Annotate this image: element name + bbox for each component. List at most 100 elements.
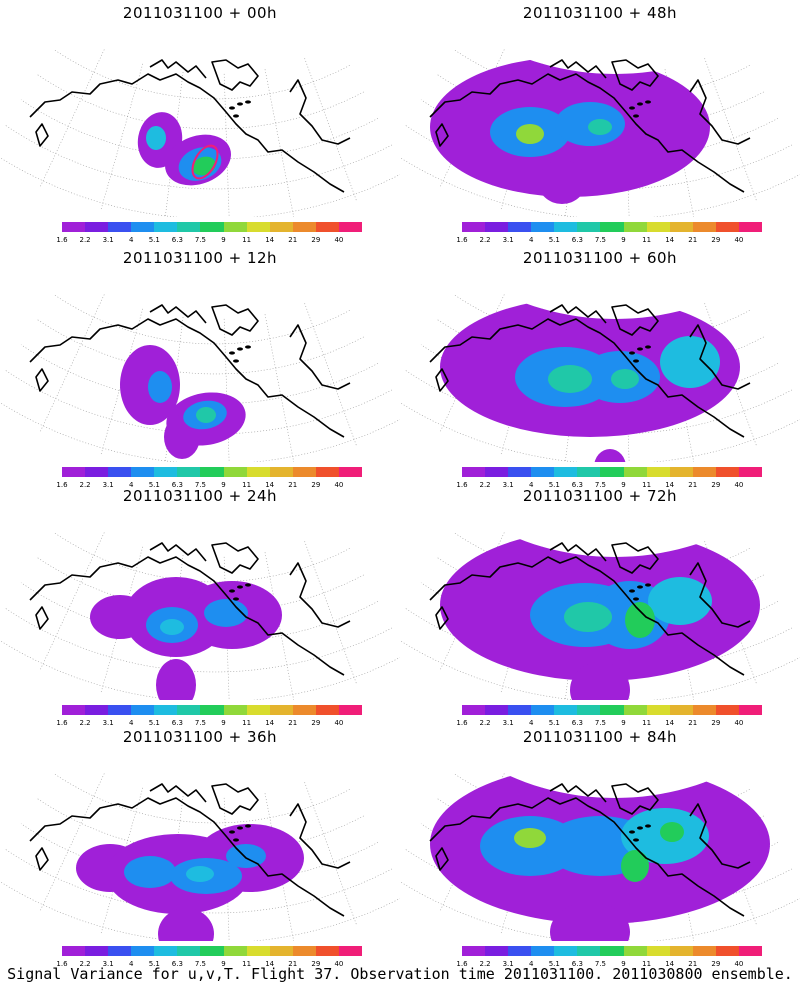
colorbar bbox=[462, 946, 763, 956]
colorbar-swatch bbox=[200, 705, 224, 715]
colorbar-swatch bbox=[646, 946, 670, 956]
colorbar-swatch bbox=[292, 946, 316, 956]
colorbar-tick-label: 2.2 bbox=[79, 481, 91, 489]
colorbar-tick-label: 1.6 bbox=[56, 719, 68, 727]
colorbar-swatch bbox=[646, 222, 670, 232]
island bbox=[237, 102, 243, 106]
colorbar-swatch bbox=[577, 946, 601, 956]
island bbox=[633, 597, 639, 601]
colorbar-swatch bbox=[62, 467, 86, 477]
colorbar-swatch bbox=[462, 705, 486, 715]
colorbar-swatch bbox=[62, 705, 86, 715]
longitude-gridline bbox=[39, 49, 105, 189]
colorbar-tick-label: 6.3 bbox=[571, 719, 583, 727]
island bbox=[645, 583, 651, 587]
colorbar-swatch bbox=[200, 222, 224, 232]
panel-title: 2011031100 + 60h bbox=[522, 249, 678, 267]
latitude-gridline bbox=[0, 157, 400, 217]
longitude-gridline bbox=[39, 532, 105, 672]
colorbar-tick-label: 9 bbox=[221, 960, 226, 968]
island bbox=[645, 824, 651, 828]
peak-contour bbox=[191, 144, 219, 180]
colorbar-tick-label: 4 bbox=[528, 719, 534, 727]
colorbar-swatch bbox=[600, 467, 624, 477]
island bbox=[233, 838, 239, 842]
coastline bbox=[689, 324, 751, 390]
coastline bbox=[549, 783, 607, 803]
coastline bbox=[35, 606, 49, 630]
island bbox=[633, 114, 639, 118]
colorbar-tick-label: 14 bbox=[665, 236, 675, 244]
colorbar-swatch bbox=[531, 705, 555, 715]
coastline bbox=[289, 324, 351, 390]
latitude-gridline bbox=[20, 344, 379, 405]
colorbar-tick-label: 4 bbox=[528, 481, 534, 489]
variance-map bbox=[400, 49, 800, 217]
colorbar-swatch bbox=[246, 705, 270, 715]
colorbar-tick-label: 40 bbox=[334, 960, 344, 968]
colorbar-tick-label: 3.1 bbox=[102, 481, 114, 489]
variance-map bbox=[400, 764, 800, 941]
longitude-gridline bbox=[304, 58, 358, 203]
colorbar-tick-label: 9 bbox=[221, 719, 226, 727]
coastline bbox=[29, 318, 345, 438]
colorbar-swatch bbox=[646, 705, 670, 715]
colorbar-swatch bbox=[338, 705, 363, 715]
colorbar-swatch bbox=[554, 705, 578, 715]
colorbar-tick-label: 40 bbox=[334, 481, 344, 489]
colorbar-tick-label: 14 bbox=[265, 236, 275, 244]
island bbox=[245, 345, 251, 349]
coastline bbox=[211, 59, 259, 91]
latitude-gridline bbox=[54, 49, 350, 100]
island bbox=[229, 106, 235, 110]
colorbar-tick-label: 14 bbox=[265, 960, 275, 968]
coastline bbox=[149, 542, 207, 562]
colorbar-tick-label: 11 bbox=[642, 236, 652, 244]
colorbar-tick-label: 29 bbox=[711, 236, 721, 244]
variance-map bbox=[0, 49, 400, 217]
colorbar-tick-label: 21 bbox=[288, 719, 298, 727]
coastline bbox=[211, 304, 259, 336]
colorbar-swatch bbox=[600, 946, 624, 956]
colorbar-tick-label: 7.5 bbox=[594, 719, 607, 727]
latitude-gridline bbox=[0, 402, 400, 462]
latitude-gridline bbox=[4, 124, 393, 190]
coastline bbox=[149, 59, 207, 79]
colorbar-swatch bbox=[738, 222, 763, 232]
colorbar-tick-label: 1.6 bbox=[456, 960, 468, 968]
island bbox=[637, 347, 643, 351]
variance-map bbox=[0, 532, 400, 700]
colorbar-swatch bbox=[108, 467, 132, 477]
colorbar-tick-label: 1.6 bbox=[456, 481, 468, 489]
colorbar-tick-label: 4 bbox=[128, 236, 134, 244]
colorbar bbox=[62, 222, 363, 232]
longitude-gridline bbox=[304, 303, 358, 448]
variance-contour bbox=[588, 119, 612, 135]
island bbox=[637, 102, 643, 106]
latitude-gridline bbox=[400, 157, 800, 217]
coastline bbox=[549, 542, 607, 562]
colorbar-swatch bbox=[177, 946, 201, 956]
colorbar-tick-label: 9 bbox=[621, 719, 626, 727]
colorbar-tick-label: 29 bbox=[311, 960, 321, 968]
colorbar-swatch bbox=[715, 705, 739, 715]
colorbar-tick-label: 6.3 bbox=[171, 960, 183, 968]
colorbar-ticks: 1.6 2.2 3.1 4 5.1 6.3 7.5 9 11 14 21 29 40 bbox=[56, 236, 362, 246]
colorbar-tick-label: 29 bbox=[311, 481, 321, 489]
latitude-gridline bbox=[37, 74, 364, 130]
colorbar-swatch bbox=[315, 222, 339, 232]
island bbox=[237, 826, 243, 830]
colorbar-swatch bbox=[485, 467, 509, 477]
colorbar-tick-label: 29 bbox=[311, 236, 321, 244]
colorbar-tick-label: 6.3 bbox=[171, 719, 183, 727]
latitude-gridline bbox=[54, 294, 350, 345]
colorbar-tick-label: 7.5 bbox=[594, 960, 607, 968]
colorbar-tick-label: 3.1 bbox=[502, 236, 514, 244]
variance-contour bbox=[204, 599, 248, 627]
colorbar-swatch bbox=[177, 467, 201, 477]
island bbox=[229, 351, 235, 355]
coastline bbox=[289, 803, 351, 869]
colorbar-ticks: 1.6 2.2 3.1 4 5.1 6.3 7.5 9 11 14 21 29 40 bbox=[456, 719, 762, 729]
colorbar-swatch bbox=[508, 705, 532, 715]
coastline bbox=[429, 318, 745, 438]
